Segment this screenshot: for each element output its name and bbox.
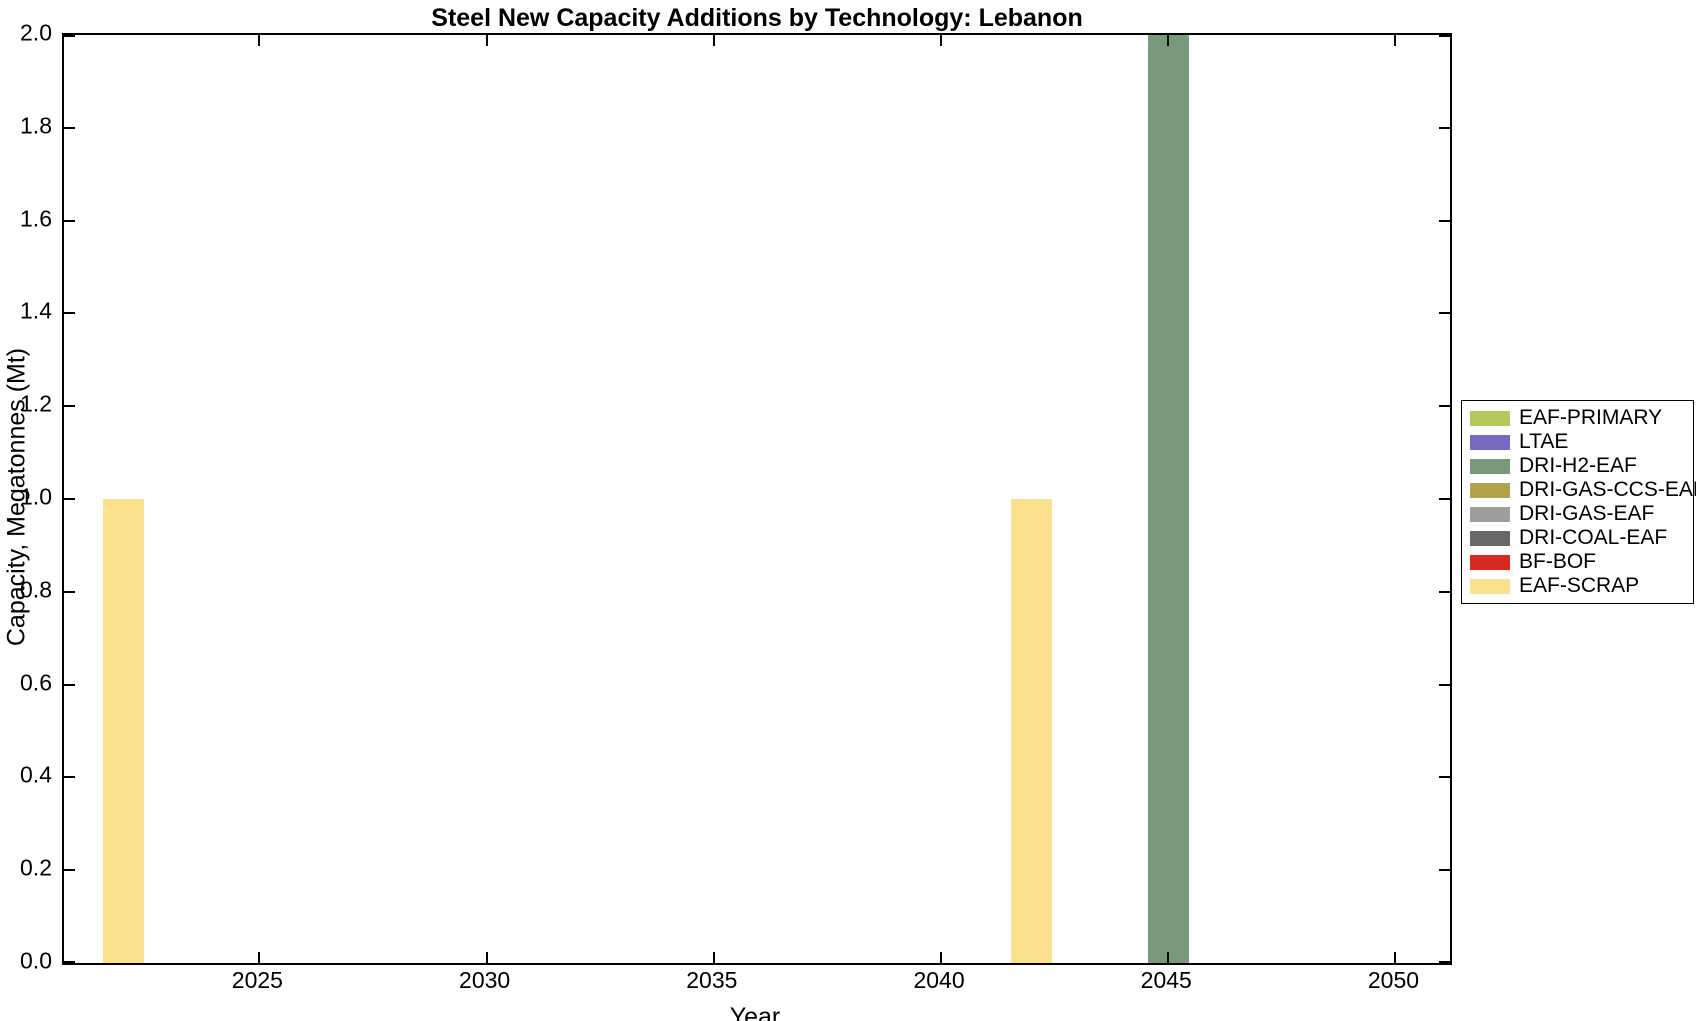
legend-swatch — [1470, 482, 1510, 498]
x-tick-mark — [940, 952, 943, 963]
y-tick-mark — [64, 35, 75, 37]
legend-item-dri-h2-eaf: DRI-H2-EAF — [1470, 454, 1693, 478]
chart-title: Steel New Capacity Additions by Technolo… — [431, 4, 1083, 32]
y-tick-mark — [1439, 776, 1450, 779]
y-tick-mark — [64, 869, 75, 872]
legend-label: EAF-SCRAP — [1519, 574, 1640, 597]
legend-swatch — [1470, 554, 1510, 570]
x-tick-mark — [712, 952, 715, 963]
x-tick-mark — [1167, 952, 1170, 963]
y-tick-label: 0.8 — [20, 576, 52, 603]
y-tick-mark — [64, 126, 75, 129]
y-tick-label: 0.4 — [20, 761, 52, 788]
legend-item-eaf-scrap: EAF-SCRAP — [1470, 574, 1693, 598]
legend-item-dri-coal-eaf: DRI-COAL-EAF — [1470, 526, 1693, 550]
legend-item-ltae: LTAE — [1470, 430, 1693, 454]
y-tick-mark — [64, 590, 75, 593]
y-tick-label: 1.6 — [20, 205, 52, 232]
x-tick-mark — [485, 952, 488, 963]
x-tick-label: 2050 — [1367, 967, 1420, 993]
y-tick-label: 1.8 — [20, 112, 52, 139]
x-tick-mark — [258, 35, 261, 46]
y-tick-mark — [1439, 961, 1450, 963]
y-tick-label: 2.0 — [20, 19, 52, 46]
legend-swatch — [1470, 458, 1510, 474]
legend-swatch — [1470, 410, 1510, 426]
legend-item-bf-bof: BF-BOF — [1470, 550, 1693, 574]
legend-item-dri-gas-ccs-eaf: DRI-GAS-CCS-EAF — [1470, 478, 1696, 502]
y-tick-label: 0.6 — [20, 669, 52, 696]
x-tick-label: 2035 — [686, 967, 738, 993]
x-tick-label: 2030 — [459, 967, 511, 993]
y-tick-mark — [64, 219, 75, 222]
legend-label: LTAE — [1519, 430, 1569, 453]
x-tick-label: 2045 — [1140, 967, 1192, 993]
y-tick-label: 1.2 — [20, 390, 52, 417]
y-tick-mark — [64, 683, 75, 686]
y-tick-mark — [1439, 312, 1450, 315]
legend-label: EAF-PRIMARY — [1519, 406, 1663, 429]
bar-eaf-scrap-2042 — [1011, 499, 1053, 963]
y-tick-mark — [1439, 869, 1450, 872]
legend-swatch — [1470, 578, 1510, 594]
legend: EAF-PRIMARY LTAE DRI-H2-EAF DRI-GAS-CCS-EAF… — [1461, 400, 1696, 604]
y-tick-mark — [1439, 35, 1450, 37]
x-tick-mark — [258, 952, 261, 963]
legend-item-eaf-primary: EAF-PRIMARY — [1470, 406, 1693, 430]
bar-dri-h2-eaf-2045 — [1147, 35, 1189, 963]
bar-eaf-scrap-2022 — [102, 499, 144, 963]
y-tick-mark — [1439, 590, 1450, 593]
y-tick-label: 1.4 — [20, 297, 52, 324]
legend-swatch — [1470, 434, 1510, 450]
y-tick-mark — [1439, 126, 1450, 129]
plot-area — [62, 33, 1452, 965]
y-tick-mark — [64, 961, 75, 963]
legend-label: DRI-COAL-EAF — [1519, 526, 1668, 549]
x-tick-mark — [940, 35, 943, 46]
x-tick-mark — [485, 35, 488, 46]
y-tick-mark — [1439, 219, 1450, 222]
legend-label: BF-BOF — [1519, 550, 1596, 573]
x-tick-mark — [1167, 35, 1170, 46]
legend-label: DRI-H2-EAF — [1519, 454, 1637, 477]
x-axis-label: Year — [729, 1003, 781, 1021]
y-tick-mark — [1439, 683, 1450, 686]
y-tick-mark — [64, 498, 75, 500]
x-tick-mark — [712, 35, 715, 46]
x-tick-mark — [1394, 952, 1397, 963]
y-tick-label: 1.0 — [20, 483, 52, 510]
legend-label: DRI-GAS-EAF — [1519, 502, 1655, 525]
y-tick-mark — [64, 776, 75, 779]
legend-label: DRI-GAS-CCS-EAF — [1519, 478, 1696, 501]
y-tick-mark — [64, 312, 75, 315]
y-tick-label: 0.2 — [20, 854, 52, 881]
x-tick-label: 2025 — [231, 967, 283, 993]
legend-swatch — [1470, 530, 1510, 546]
y-tick-label: 0.0 — [20, 947, 52, 974]
y-tick-mark — [1439, 498, 1450, 500]
y-tick-mark — [1439, 405, 1450, 408]
x-tick-label: 2040 — [913, 967, 965, 993]
y-tick-mark — [64, 405, 75, 408]
legend-item-dri-gas-eaf: DRI-GAS-EAF — [1470, 502, 1693, 526]
legend-swatch — [1470, 506, 1510, 522]
x-tick-mark — [1394, 35, 1397, 46]
